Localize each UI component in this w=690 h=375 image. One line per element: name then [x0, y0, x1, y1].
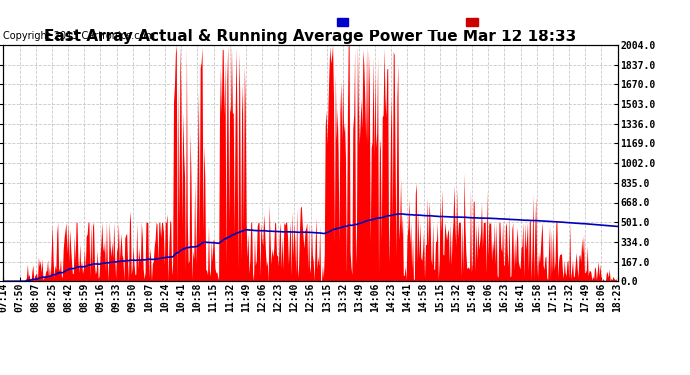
Legend: Average  (DC Watts), East Array  (DC Watts): Average (DC Watts), East Array (DC Watts… — [334, 14, 613, 30]
Text: Copyright 2013 Cartronics.com: Copyright 2013 Cartronics.com — [3, 32, 155, 41]
Title: East Array Actual & Running Average Power Tue Mar 12 18:33: East Array Actual & Running Average Powe… — [44, 29, 577, 44]
